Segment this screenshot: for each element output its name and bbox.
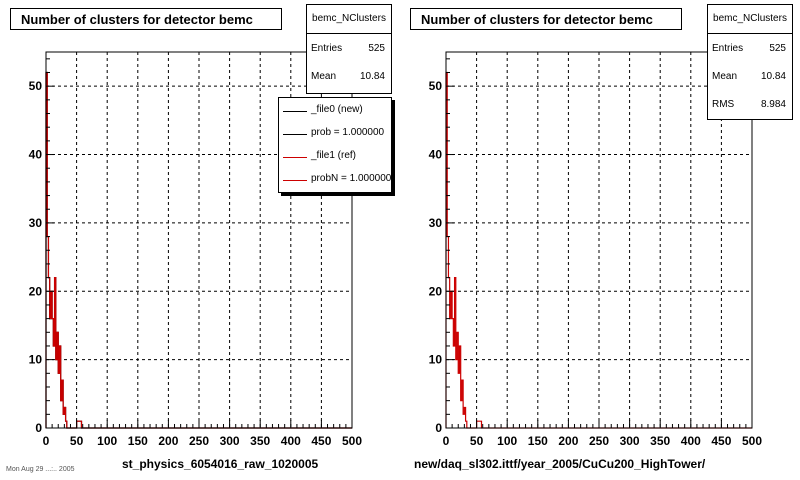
legend-text: _file0 (new) <box>311 104 363 115</box>
legend-text: prob = 1.000000 <box>311 127 385 138</box>
stat-key: Entries <box>311 43 343 54</box>
left-stats-box: bemc_NClusters Entries 525 Mean 10.84 <box>306 4 392 94</box>
x-tick-label: 0 <box>443 434 450 448</box>
x-tick-label: 250 <box>189 434 209 448</box>
legend-text: _file1 (ref) <box>311 150 357 161</box>
stat-value: 525 <box>769 43 786 54</box>
x-tick-label: 400 <box>681 434 701 448</box>
x-tick-label: 500 <box>742 434 762 448</box>
stat-key: RMS <box>712 99 735 110</box>
stat-key: Mean <box>712 71 738 82</box>
footer-timestamp: Mon Aug 29 ...:.. 2005 <box>6 466 75 473</box>
right-stats-box: bemc_NClusters Entries 525 Mean 10.84 RM… <box>707 4 793 120</box>
legend-line <box>283 134 307 135</box>
left-stats-name: bemc_NClusters <box>307 5 391 34</box>
x-tick-label: 200 <box>558 434 578 448</box>
stat-value: 10.84 <box>359 71 385 82</box>
y-tick-label: 40 <box>429 148 443 162</box>
right-stats-name: bemc_NClusters <box>708 5 792 34</box>
y-tick-label: 10 <box>29 353 43 367</box>
x-tick-label: 400 <box>281 434 301 448</box>
legend-entry-probn: probN = 1.000000 <box>279 169 391 191</box>
legend-text: probN = 1.000000 <box>311 173 392 184</box>
x-tick-label: 50 <box>70 434 84 448</box>
y-tick-label: 30 <box>29 216 43 230</box>
y-tick-label: 0 <box>35 421 42 435</box>
x-tick-label: 50 <box>470 434 484 448</box>
x-tick-label: 0 <box>43 434 50 448</box>
y-tick-label: 20 <box>429 284 443 298</box>
right-title-text: Number of clusters for detector bemc <box>421 12 653 27</box>
legend-line <box>283 157 307 158</box>
x-tick-label: 100 <box>97 434 117 448</box>
x-tick-label: 150 <box>528 434 548 448</box>
left-legend: _file0 (new) prob = 1.000000 _file1 (ref… <box>278 97 392 193</box>
x-tick-label: 200 <box>158 434 178 448</box>
x-tick-label: 300 <box>620 434 640 448</box>
stat-value: 8.984 <box>760 99 786 110</box>
left-histogram-title: Number of clusters for detector bemc <box>10 8 282 30</box>
left-title-text: Number of clusters for detector bemc <box>21 12 253 27</box>
x-tick-label: 450 <box>711 434 731 448</box>
y-tick-label: 50 <box>429 79 443 93</box>
stat-value: 10.84 <box>760 71 786 82</box>
y-tick-label: 50 <box>29 79 43 93</box>
stat-key: Entries <box>712 43 744 54</box>
legend-line <box>283 180 307 181</box>
stat-value: 525 <box>368 43 385 54</box>
x-tick-label: 350 <box>650 434 670 448</box>
right-x-axis-label: new/daq_sl302.ittf/year_2005/CuCu200_Hig… <box>414 457 706 471</box>
x-tick-label: 150 <box>128 434 148 448</box>
left-histogram: 0 50 100 150 200 250 300 350 400 450 500 0 10 20 30 40 5… <box>29 51 362 448</box>
x-tick-label: 300 <box>220 434 240 448</box>
legend-line <box>283 111 307 112</box>
legend-entry-prob: prob = 1.000000 <box>279 123 391 145</box>
legend-entry-ref: _file1 (ref) <box>279 146 391 168</box>
x-tick-label: 450 <box>311 434 331 448</box>
left-x-axis-label: st_physics_6054016_raw_1020005 <box>122 457 319 471</box>
right-histogram-title: Number of clusters for detector bemc <box>410 8 682 30</box>
y-tick-label: 0 <box>435 421 442 435</box>
stat-key: Mean <box>311 71 337 82</box>
y-tick-label: 10 <box>429 353 443 367</box>
y-tick-label: 20 <box>29 284 43 298</box>
x-tick-label: 500 <box>342 434 362 448</box>
y-tick-label: 30 <box>429 216 443 230</box>
x-tick-label: 350 <box>250 434 270 448</box>
legend-entry-new: _file0 (new) <box>279 100 391 122</box>
y-tick-label: 40 <box>29 148 43 162</box>
x-tick-label: 250 <box>589 434 609 448</box>
x-tick-label: 100 <box>497 434 517 448</box>
